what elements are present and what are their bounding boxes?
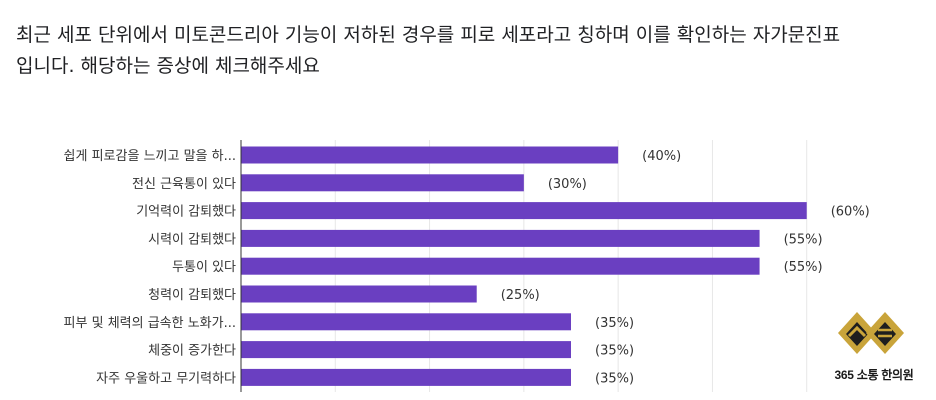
bar: [241, 368, 571, 386]
value-label: (25%): [501, 288, 540, 303]
bar: [241, 285, 477, 303]
value-label: (35%): [595, 371, 634, 386]
value-label: (30%): [548, 177, 587, 192]
value-label: (35%): [595, 344, 634, 359]
bar: [241, 202, 807, 220]
clinic-logo: 365 소통 한의원: [826, 308, 922, 386]
category-label: 피부 및 체력의 급속한 노화가...: [64, 316, 236, 331]
bar: [241, 229, 760, 247]
value-label: (55%): [784, 260, 823, 275]
value-label: (55%): [784, 232, 823, 247]
logo-text: 365 소통 한의원: [834, 368, 914, 382]
category-label: 쉽게 피로감을 느끼고 말을 하...: [64, 149, 236, 164]
category-label: 시력이 감퇴했다: [148, 231, 236, 247]
chart-title: 최근 세포 단위에서 미토콘드리아 기능이 저하된 경우를 피로 세포라고 칭하…: [16, 24, 841, 77]
value-label: (40%): [642, 149, 681, 164]
bar: [241, 146, 619, 164]
value-label: (60%): [831, 205, 870, 220]
bar: [241, 174, 524, 192]
bar: [241, 257, 760, 275]
bar: [241, 313, 571, 331]
category-label: 두통이 있다: [172, 260, 236, 275]
category-label: 청력이 감퇴했다: [148, 287, 236, 303]
bar: [241, 341, 571, 359]
category-label: 자주 우울하고 무기력하다: [96, 371, 236, 386]
value-label: (35%): [595, 316, 634, 331]
category-label: 기억력이 감퇴했다: [136, 204, 236, 220]
logo-mark-icon: [838, 312, 904, 354]
category-label: 전신 근육통이 있다: [132, 177, 236, 192]
category-label: 체중이 증가한다: [148, 344, 236, 359]
